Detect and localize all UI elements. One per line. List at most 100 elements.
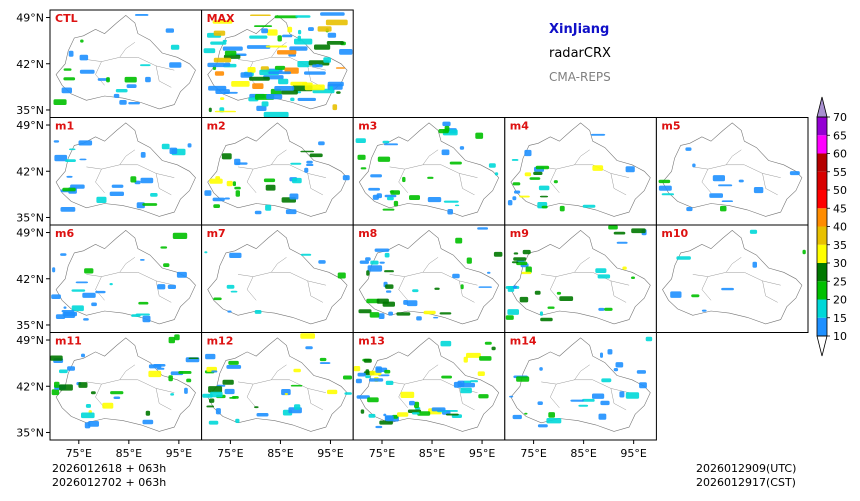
radar-echo-cell [533,171,543,175]
radar-echo-cell [222,379,234,385]
province-boundary [119,149,136,165]
radar-echo-cell [110,391,124,395]
radar-echo-cell [249,76,270,81]
radar-echo-cell [384,270,394,273]
radar-echo-cell [52,267,56,273]
radar-echo-cell [119,100,127,105]
radar-echo-cell [452,273,460,279]
radar-echo-cell [595,268,607,273]
map-panel-m13: m13 [352,332,506,441]
radar-echo-cell [265,45,287,48]
radar-echo-cell [522,249,531,255]
radar-echo-cell [50,355,63,361]
colorbar-segment [817,317,827,336]
radar-echo-cell [130,176,137,183]
radar-echo-cell [524,149,532,157]
radar-echo-cell [274,86,295,91]
panel-frame [504,332,657,441]
panel-label: m1 [55,120,74,133]
radar-echo-cell [477,227,488,230]
radar-echo-cell [206,405,214,408]
province-boundary [762,280,778,303]
radar-echo-cell [363,358,372,363]
radar-echo-cell [167,284,176,289]
province-boundary [541,379,630,393]
radar-echo-cell [213,57,232,63]
radar-echo-cell [661,193,674,196]
colorbar-segment [817,299,827,318]
radar-echo-cell [208,107,212,113]
map-panel-max: MAX [201,9,354,118]
province-boundary [398,383,408,408]
colorbar-segment [817,190,827,209]
radar-echo-cell [537,401,543,405]
radar-echo-cell [494,172,499,176]
radar-echo-cell [535,165,550,170]
panel-label: m6 [55,227,74,240]
radar-echo-cell [209,398,215,403]
radar-echo-cell [208,420,219,425]
panel-background [201,225,354,333]
province-boundary [119,257,136,273]
radar-echo-cell [388,311,393,316]
radar-echo-cell [466,352,481,358]
province-boundary [610,388,627,411]
radar-echo-cell [227,310,232,313]
colorbar-label: 55 [833,166,847,179]
radar-echo-cell [539,311,543,316]
radar-echo-cell [384,194,397,198]
radar-echo-cell [203,48,216,54]
province-boundary [610,280,627,303]
radar-echo-cell [431,407,446,412]
radar-echo-cell [384,252,390,258]
radar-echo-cell [212,20,233,24]
radar-echo-cell [445,413,459,416]
radar-echo-cell [281,389,291,396]
radar-echo-cell [376,298,389,304]
panel-label: m13 [358,335,385,348]
colorbar-segment [817,117,827,136]
radar-echo-cell [210,391,223,398]
colorbar-max-extend [816,96,828,118]
radar-echo-cell [71,289,86,292]
radar-echo-cell [124,76,137,83]
colorbar-segment [817,153,827,172]
radar-echo-cell [366,298,380,304]
radar-echo-cell [145,410,151,416]
radar-echo-cell [323,57,331,63]
radar-echo-cell [289,46,308,51]
radar-echo-cell [226,284,235,289]
lon-label: 95°E [317,447,343,460]
lat-label: 42°N [16,273,44,286]
radar-echo-cell [384,369,391,374]
colorbar-label: 50 [833,184,847,197]
map-panel-m4: m4 [504,117,657,226]
radar-echo-cell [61,87,72,94]
radar-echo-cell [625,166,635,173]
province-boundary [86,272,175,286]
radar-echo-cell [278,78,289,85]
lat-label: 35°N [16,319,44,332]
province-boundary [237,164,326,178]
radar-echo-cell [423,310,436,315]
radar-echo-cell [231,81,250,87]
radar-echo-cell [327,389,338,395]
radar-echo-cell [309,153,323,158]
radar-echo-cell [434,287,440,290]
radar-echo-cell [639,382,647,389]
province-boundary [610,173,627,196]
radar-echo-cell [113,396,121,399]
radar-echo-cell [383,413,387,417]
radar-echo-cell [308,27,314,31]
province-boundary [119,42,136,58]
radar-echo-cell [597,274,611,279]
province-boundary [422,364,439,380]
radar-echo-cell [224,50,237,56]
radar-echo-cell [294,404,301,410]
panel-background [50,332,202,440]
radar-echo-cell [534,290,541,295]
radar-echo-cell [385,380,394,385]
colorbar-segment [817,244,827,263]
radar-echo-cell [90,391,96,395]
radar-echo-cell [414,401,420,408]
